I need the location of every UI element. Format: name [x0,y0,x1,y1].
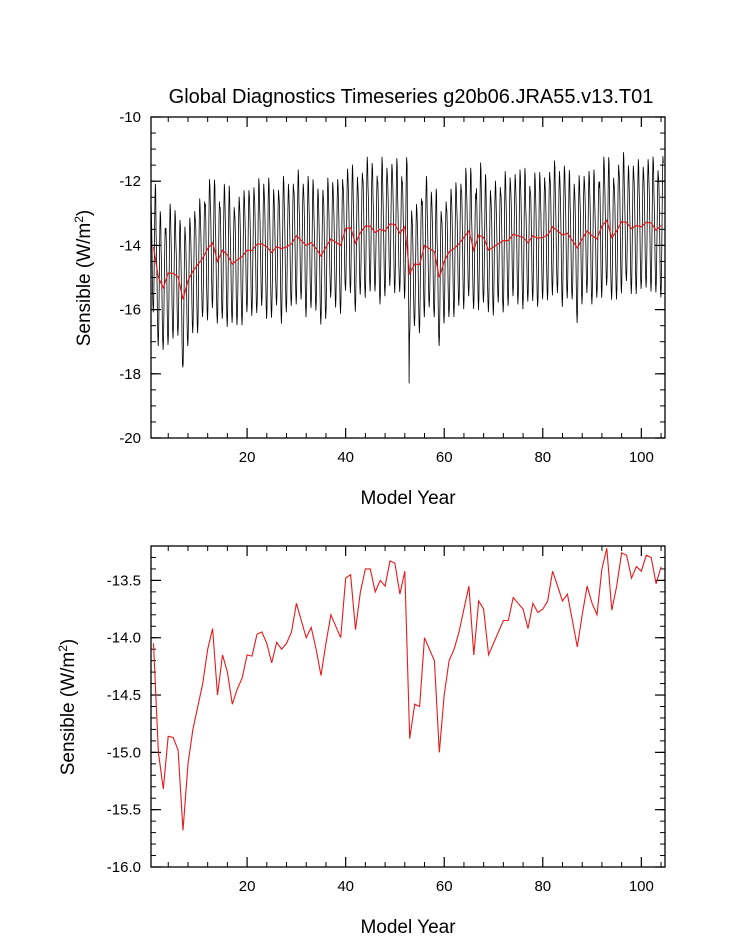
top-y-axis-label-superscript: 2 [72,216,86,223]
top-y-axis-label-close: ) [74,210,95,216]
top-y-tick-label: -20 [119,430,141,447]
monthly-series-line [150,152,664,384]
top-y-tick-label: -10 [119,109,141,126]
bottom-y-tick-label: -14.0 [107,630,141,647]
bottom-tick-labels: 20 40 60 80 100 -16.0 -15.5 -15.0 -14.5 -14.0 -13.… [107,572,654,895]
bottom-x-axis-label: Model Year [360,917,456,938]
bottom-y-axis-label-superscript: 2 [56,645,70,652]
top-plot-area [150,152,664,384]
top-y-axis-label-main: Sensible (W/m [74,223,95,347]
top-tick-labels: 20 40 60 80 100 -20 -18 -16 -14 -12 -10 [119,109,654,466]
top-x-tick-label: 80 [534,449,551,466]
top-x-tick-label: 40 [337,449,354,466]
bottom-axis-ticks [151,545,665,868]
bottom-x-tick-label: 60 [436,878,453,895]
bottom-chart: 20 40 60 80 100 -16.0 -15.5 -15.0 -14.5 -14.0 -13.… [56,545,666,938]
bottom-y-axis-label-close: ) [58,639,79,645]
bottom-x-tick-label: 100 [629,878,654,895]
bottom-y-tick-label: -14.5 [107,687,141,704]
top-x-tick-label: 60 [436,449,453,466]
top-y-tick-label: -12 [119,173,141,190]
bottom-x-tick-label: 80 [534,878,551,895]
top-plot-frame [150,116,666,439]
bottom-y-tick-label: -13.5 [107,572,141,589]
chart-title: Global Diagnostics Timeseries g20b06.JRA… [169,86,654,108]
annual-mean-series-line [152,219,662,300]
bottom-y-tick-label: -15.5 [107,802,141,819]
bottom-plot-frame [150,545,666,868]
bottom-x-tick-label: 20 [239,878,256,895]
top-y-tick-label: -18 [119,366,141,383]
top-y-axis-label: Sensible (W/m2) [72,210,95,347]
top-x-tick-label: 20 [239,449,256,466]
bottom-y-tick-label: -16.0 [107,859,141,876]
bottom-plot-area [152,548,662,831]
bottom-y-axis-label-main: Sensible (W/m [58,652,79,776]
bottom-x-tick-label: 40 [337,878,354,895]
top-x-tick-label: 100 [629,449,654,466]
top-x-axis-label: Model Year [360,488,456,509]
top-y-tick-label: -16 [119,302,141,319]
top-chart: Global Diagnostics Timeseries g20b06.JRA… [72,86,666,509]
bottom-y-tick-label: -15.0 [107,744,141,761]
annual-mean-series-line [152,548,662,831]
bottom-y-axis-label: Sensible (W/m2) [56,639,79,776]
top-y-tick-label: -14 [119,237,141,254]
